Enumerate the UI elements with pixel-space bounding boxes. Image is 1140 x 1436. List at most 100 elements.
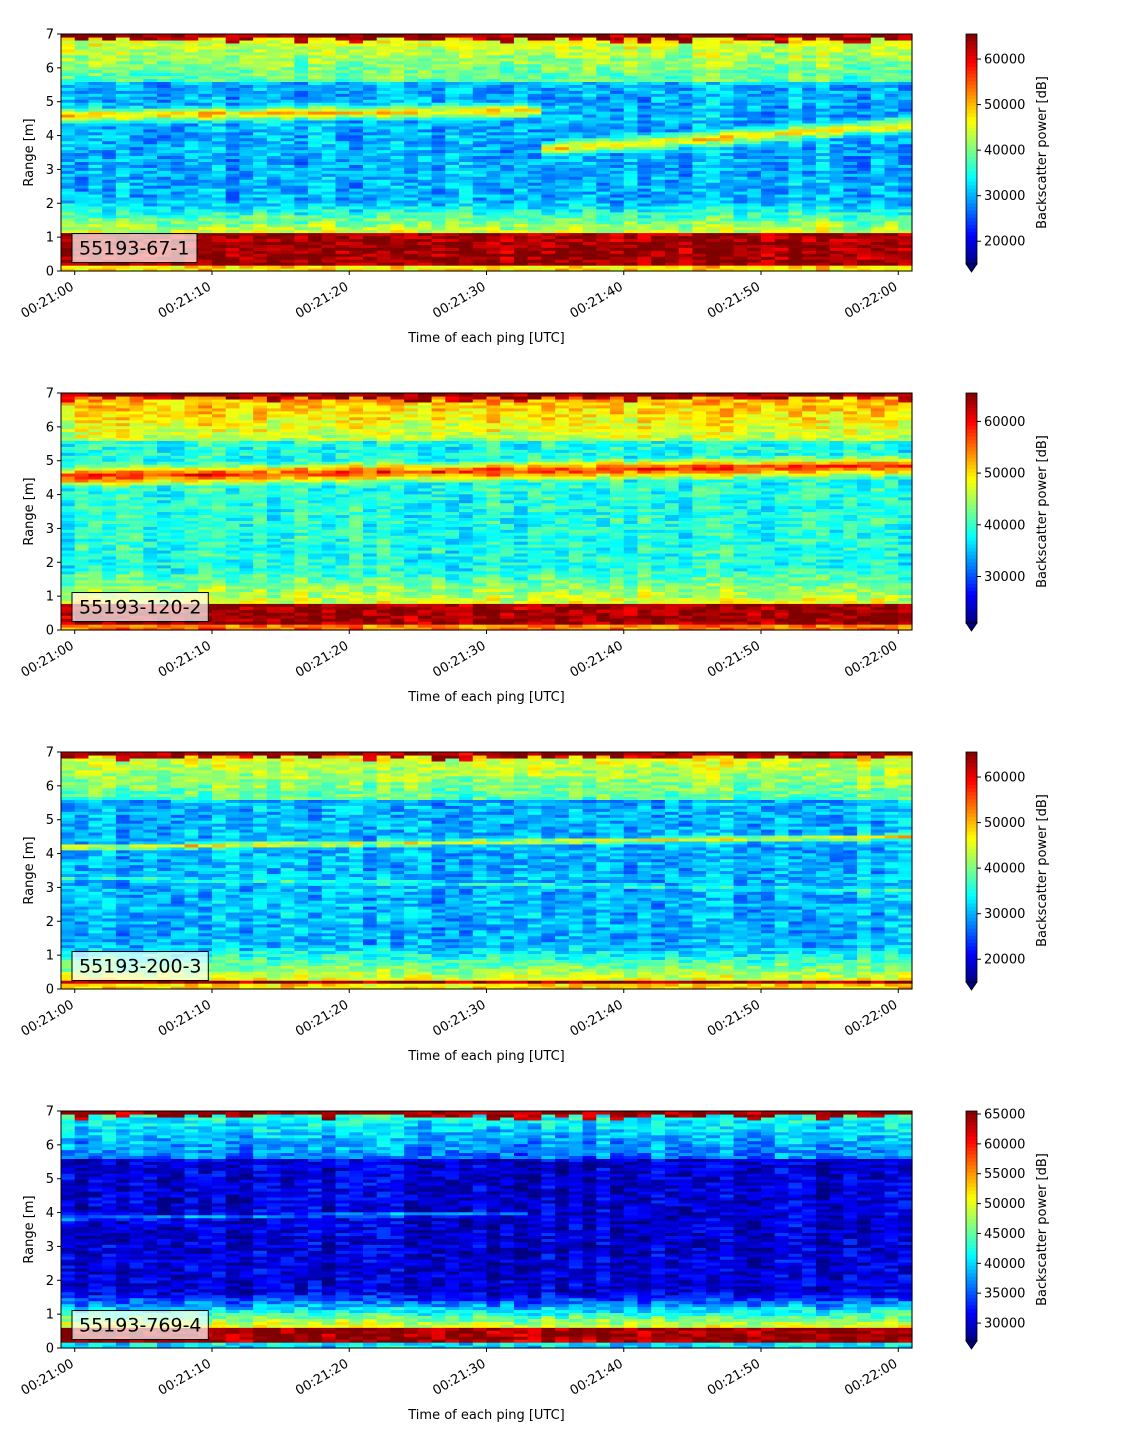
heatmap-cell [706,54,721,59]
heatmap-cell [335,146,350,151]
heatmap-cell [417,182,433,186]
heatmap-cell [692,131,707,136]
heatmap-cell [472,36,488,41]
heatmap-cell [266,137,282,142]
heatmap-cell [706,90,721,94]
heatmap-cell [610,226,625,231]
heatmap-cell [376,196,392,201]
heatmap-cell [74,262,90,266]
heatmap-cell [761,60,776,65]
heatmap-cell [678,235,693,240]
heatmap-cell [541,78,556,82]
heatmap-cell [568,217,584,222]
heatmap-cell [266,48,282,53]
heatmap-cell [733,42,748,47]
heatmap-cell [596,125,611,130]
heatmap-cell [266,146,282,151]
heatmap-cell [733,247,748,251]
heatmap-cell [623,262,639,266]
heatmap-cell [486,235,501,240]
heatmap-cell [802,220,817,225]
heatmap-cell [527,265,543,269]
heatmap-cell [733,131,748,136]
heatmap-cell [417,149,433,154]
heatmap-cell [788,140,803,145]
heatmap-cell [157,36,172,41]
heatmap-cell [651,191,666,195]
heatmap-cell [417,34,433,38]
heatmap-cell [733,140,748,145]
heatmap-cell [706,57,721,62]
heatmap-cell [335,39,350,44]
heatmap-cell [774,54,790,59]
heatmap-cell [802,158,817,162]
heatmap-cell [445,36,460,41]
heatmap-cell [486,99,501,103]
heatmap-cell [157,167,172,171]
heatmap-cell [404,149,419,154]
heatmap-cell [390,108,405,112]
heatmap-cell [321,125,337,130]
heatmap-cell [253,66,268,71]
heatmap-cell [637,223,652,228]
heatmap-cell [596,226,611,231]
heatmap-cell [664,84,680,88]
heatmap-cell [486,220,501,225]
heatmap-cell [308,113,323,118]
heatmap-cell [445,220,460,225]
heatmap-cell [651,196,666,201]
heatmap-cell [102,90,117,94]
heatmap-cell [157,146,172,151]
heatmap-cell [486,87,501,91]
heatmap-cell [623,161,639,165]
heatmap-cell [211,223,227,228]
heatmap-cell [362,259,378,263]
heatmap-cell [596,223,611,228]
heatmap-cell [459,63,474,68]
heatmap-cell [459,78,474,82]
heatmap-cell [225,78,241,82]
heatmap-cell [802,196,817,201]
heatmap-cell [761,191,776,195]
heatmap-cell [253,99,268,103]
heatmap-cell [253,232,268,237]
heatmap-cell [802,57,817,62]
heatmap-cell [815,238,831,242]
heatmap-cell [321,164,337,168]
heatmap-cell [802,134,817,139]
heatmap-cell [225,45,241,50]
heatmap-cell [623,60,639,65]
heatmap-cell [157,229,172,234]
heatmap-cell [555,119,570,124]
heatmap-cell [376,36,392,41]
heatmap-cell [486,54,501,59]
heatmap-cell [266,199,282,204]
heatmap-cell [486,223,501,228]
heatmap-cell [102,87,117,91]
heatmap-cell [198,39,213,44]
heatmap-cell [719,256,735,260]
heatmap-cell [266,244,282,248]
heatmap-cell [459,265,474,269]
heatmap-cell [541,69,556,74]
heatmap-cell [774,185,790,189]
heatmap-cell [280,66,295,71]
heatmap-cell [802,256,817,260]
heatmap-cell [335,113,350,118]
heatmap-cell [321,250,337,254]
heatmap-cell [431,116,446,121]
heatmap-cell [266,265,282,269]
heatmap-cell [74,128,90,133]
heatmap-cell [335,235,350,240]
heatmap-cell [610,78,625,82]
heatmap-cell [404,57,419,62]
heatmap-cell [678,149,693,154]
heatmap-cell [513,262,529,266]
heatmap-cell [459,87,474,91]
heatmap-cell [472,182,488,186]
heatmap-cell [431,196,446,201]
heatmap-cell [308,164,323,168]
heatmap-cell [102,146,117,151]
heatmap-cell [431,217,446,222]
heatmap-cell [610,158,625,162]
